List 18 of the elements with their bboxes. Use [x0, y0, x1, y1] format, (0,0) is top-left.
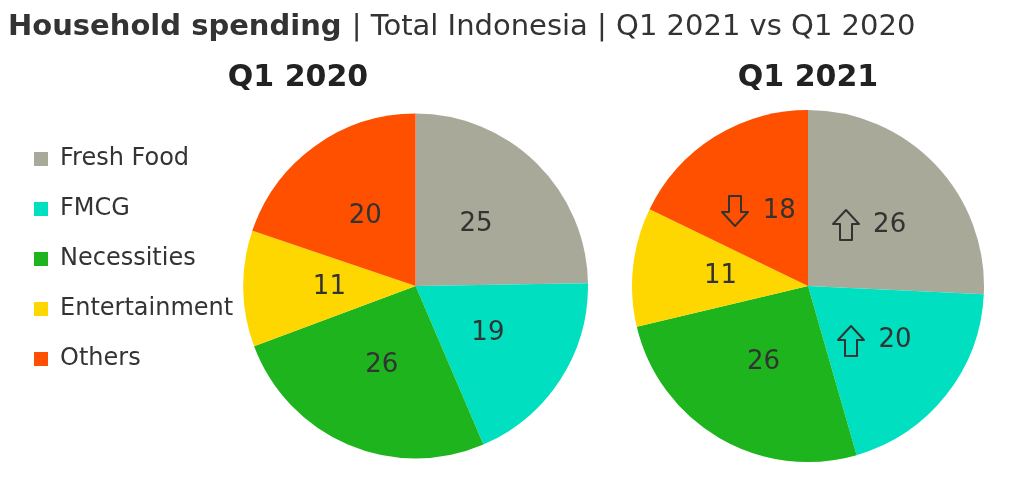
- legend-label: Fresh Food: [60, 143, 190, 172]
- chart-subtitle: Q1 2020: [227, 57, 369, 93]
- data-label: 11: [703, 259, 738, 290]
- chart-title: Household spending | Total Indonesia | Q1 2021 vs Q1 2020: [8, 8, 916, 42]
- legend-label: Others: [60, 343, 141, 372]
- legend-label: FMCG: [60, 193, 130, 222]
- data-label: 26: [365, 348, 399, 378]
- data-label: 26: [747, 344, 781, 375]
- data-label: 20: [878, 323, 912, 354]
- data-label: 20: [348, 198, 382, 229]
- legend-label: Entertainment: [60, 293, 234, 322]
- data-label: 18: [762, 194, 796, 225]
- data-label: 25: [459, 207, 493, 238]
- data-label: 11: [312, 270, 346, 301]
- data-label: 26: [873, 207, 907, 238]
- legend-label: Necessities: [60, 243, 196, 272]
- data-label: 19: [471, 315, 505, 346]
- chart-title: Q1 2021: [737, 57, 879, 93]
